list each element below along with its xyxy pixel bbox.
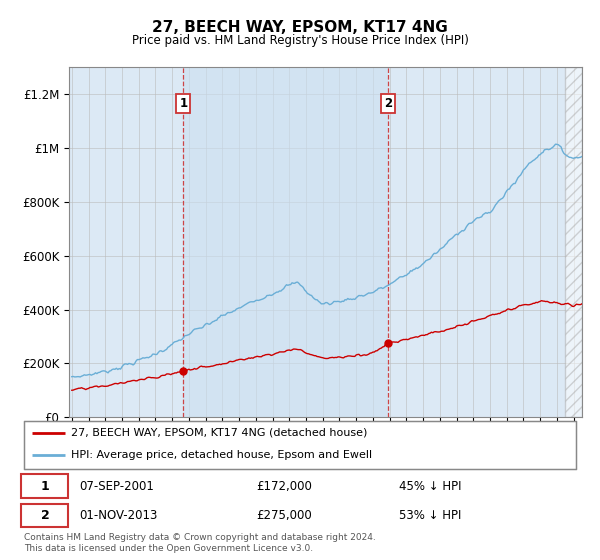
Text: £172,000: £172,000 (256, 480, 312, 493)
Text: £275,000: £275,000 (256, 509, 311, 522)
Text: 45% ↓ HPI: 45% ↓ HPI (400, 480, 462, 493)
Text: 27, BEECH WAY, EPSOM, KT17 4NG (detached house): 27, BEECH WAY, EPSOM, KT17 4NG (detached… (71, 427, 367, 437)
Text: 1: 1 (41, 480, 49, 493)
Text: Price paid vs. HM Land Registry's House Price Index (HPI): Price paid vs. HM Land Registry's House … (131, 34, 469, 46)
FancyBboxPatch shape (21, 504, 68, 528)
FancyBboxPatch shape (21, 474, 68, 498)
Text: 07-SEP-2001: 07-SEP-2001 (79, 480, 154, 493)
Text: 2: 2 (41, 509, 49, 522)
Text: 53% ↓ HPI: 53% ↓ HPI (400, 509, 462, 522)
Text: 2: 2 (384, 97, 392, 110)
Text: Contains HM Land Registry data © Crown copyright and database right 2024.
This d: Contains HM Land Registry data © Crown c… (24, 533, 376, 553)
Text: 1: 1 (179, 97, 187, 110)
Text: 27, BEECH WAY, EPSOM, KT17 4NG: 27, BEECH WAY, EPSOM, KT17 4NG (152, 20, 448, 35)
Text: HPI: Average price, detached house, Epsom and Ewell: HPI: Average price, detached house, Epso… (71, 450, 372, 460)
Bar (184, 67, 388, 417)
Text: 01-NOV-2013: 01-NOV-2013 (79, 509, 158, 522)
Bar (565, 67, 582, 417)
